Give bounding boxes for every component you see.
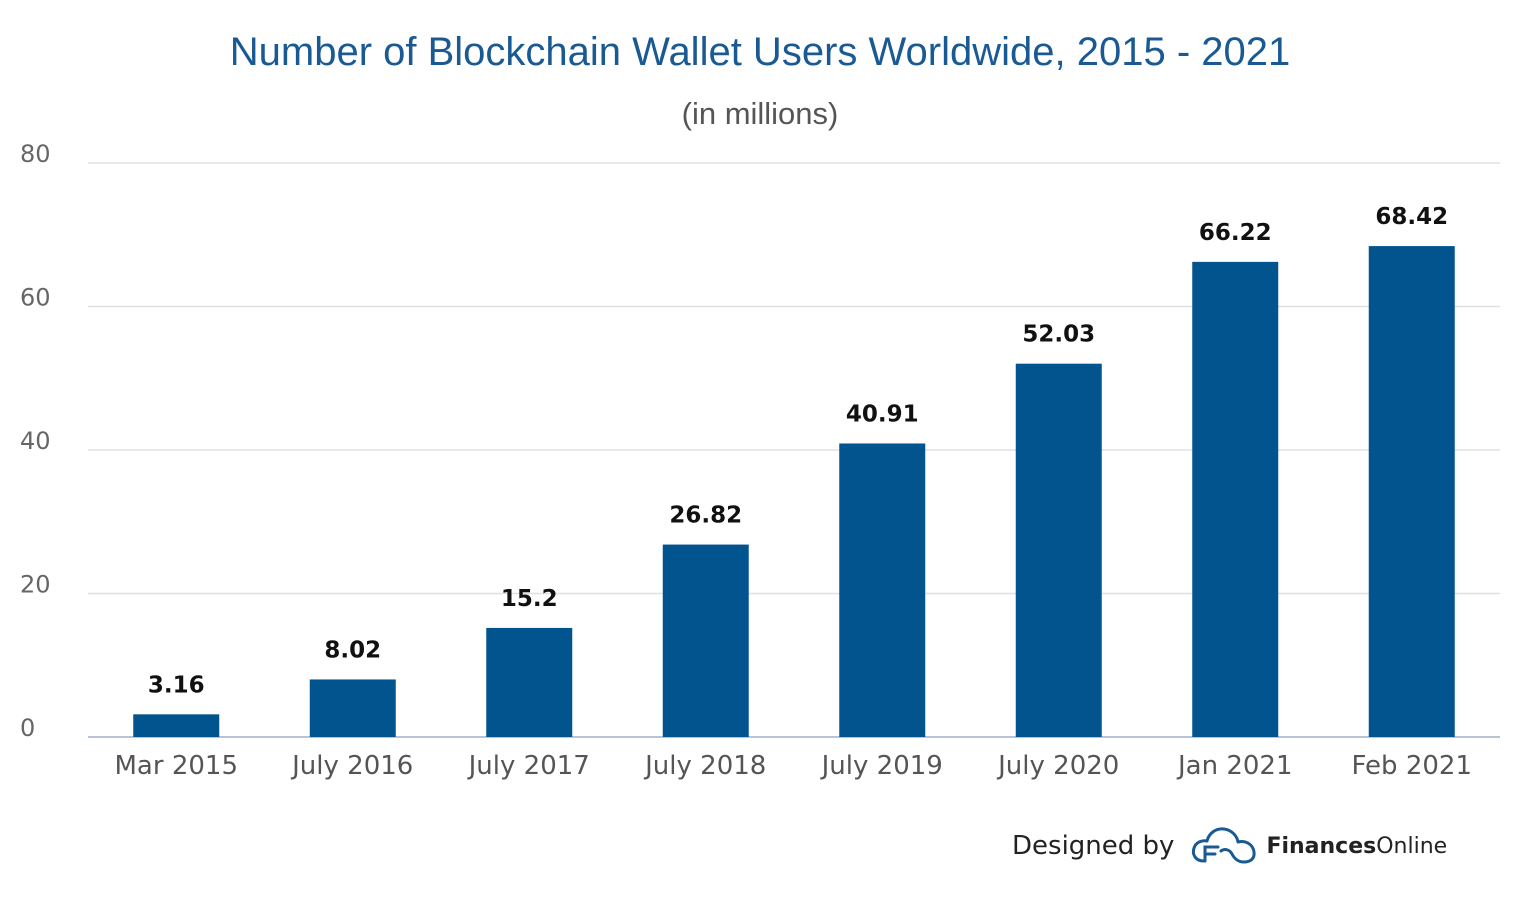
bar (662, 544, 749, 737)
bar (1192, 261, 1279, 737)
x-tick-label: July 2016 (290, 751, 413, 781)
brand-name: FinancesOnline (1266, 834, 1447, 859)
bar (839, 443, 926, 737)
x-tick-label: Mar 2015 (115, 751, 239, 781)
y-tick-label: 80 (20, 140, 51, 168)
brand-name-bold: Finances (1266, 833, 1377, 859)
y-tick-label: 60 (20, 284, 51, 312)
data-label: 26.82 (669, 503, 742, 529)
bar-chart: 0 20 40 60 80 3.16 8.02 15.2 26.82 40.91 52.03 66.… (20, 140, 1500, 781)
gridlines (88, 162, 1500, 738)
data-label: 40.91 (846, 401, 919, 427)
bar (309, 679, 396, 737)
x-tick-label: July 2018 (643, 751, 766, 781)
brand-name-regular: Online (1376, 833, 1448, 859)
y-tick-label: 20 (20, 571, 51, 599)
bar (486, 627, 573, 737)
chart-title: Number of Blockchain Wallet Users Worldw… (229, 30, 1291, 74)
data-label: 66.22 (1199, 220, 1272, 246)
y-tick-label: 0 (20, 714, 35, 742)
bars (133, 246, 1455, 738)
chart-subtitle: (in millions) (681, 96, 839, 131)
x-tick-label: July 2017 (467, 751, 590, 781)
x-tick-label: July 2020 (996, 751, 1119, 781)
bar (1368, 246, 1455, 738)
bar (1015, 363, 1102, 737)
x-tick-label: Jan 2021 (1176, 751, 1293, 781)
data-label: 3.16 (148, 672, 205, 698)
data-labels: 3.16 8.02 15.2 26.82 40.91 52.03 66.22 68.42 (148, 204, 1448, 698)
x-axis-ticks: Mar 2015 July 2016 July 2017 July 2018 July … (115, 751, 1472, 781)
cloud-f-icon (1192, 827, 1257, 864)
y-tick-label: 40 (20, 427, 51, 455)
credit: Designed by FinancesOnline (1012, 824, 1447, 868)
bar (133, 714, 220, 737)
x-tick-label: Feb 2021 (1352, 751, 1472, 781)
data-label: 15.2 (501, 586, 558, 612)
data-label: 52.03 (1022, 322, 1095, 348)
credit-label: Designed by (1012, 831, 1175, 861)
data-label: 8.02 (324, 637, 381, 663)
x-tick-label: July 2019 (820, 751, 943, 781)
data-label: 68.42 (1375, 204, 1448, 230)
y-axis-ticks: 0 20 40 60 80 (20, 140, 51, 742)
